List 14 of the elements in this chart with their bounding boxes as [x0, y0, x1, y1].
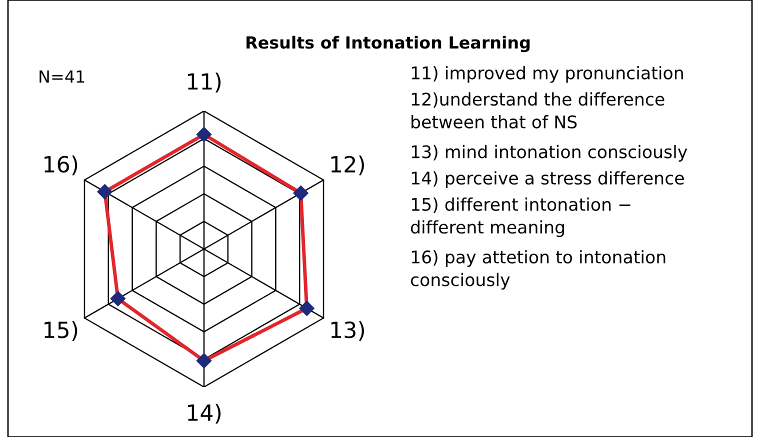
text: 11) improved my pronunciation: [412, 66, 683, 83]
spoke-label: 14): [188, 404, 221, 424]
text: 15) different intonation − different meaning: [410, 198, 630, 238]
spoke-label: 12): [331, 155, 364, 176]
spoke-label: 15): [44, 321, 78, 341]
text: 13) mind intonation consciously: [412, 144, 688, 162]
text: 16) pay attetion to intonation consciously: [410, 250, 666, 290]
spoke-label: 16): [44, 155, 78, 176]
chart-title: Results of Intonation Learning: [246, 36, 530, 52]
spoke-label: 11): [188, 72, 221, 92]
text: N=41: [40, 70, 84, 83]
text: 12)understand the difference between that of NS: [412, 92, 664, 128]
text: 14) perceive a stress difference: [412, 171, 684, 188]
spoke-label: 13): [331, 321, 364, 341]
